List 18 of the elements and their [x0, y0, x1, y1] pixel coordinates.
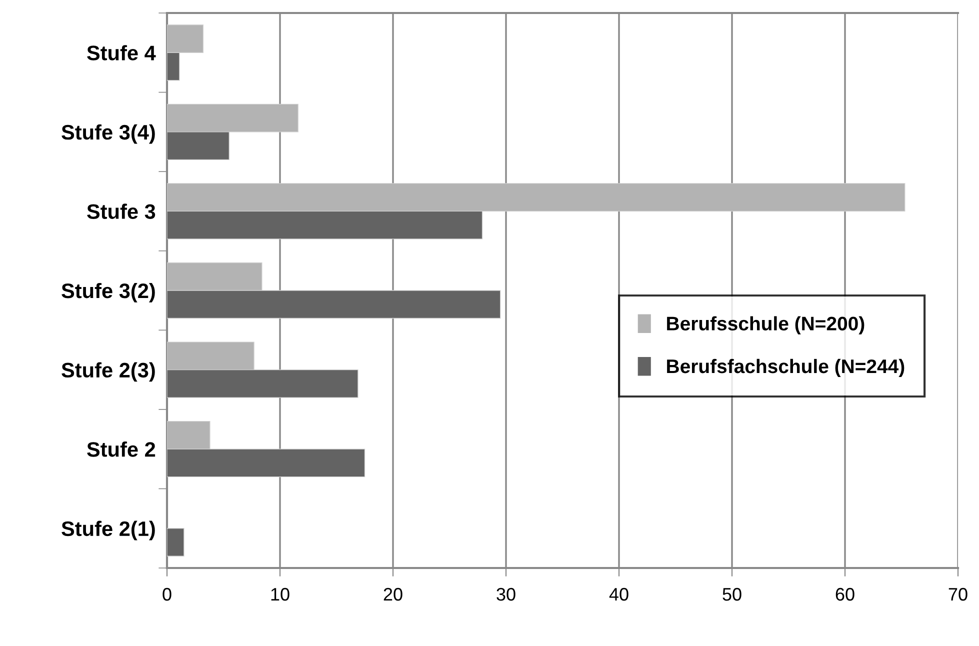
x-tick-label: 0	[162, 588, 172, 601]
legend-label: Berufsfachschule (N=244)	[667, 358, 904, 378]
y-tick-label: Stufe 2	[87, 442, 156, 457]
x-tick-label: 60	[836, 588, 854, 601]
y-tick-label: Stufe 3(2)	[62, 282, 155, 302]
legend-label: Berufsschule (N=200)	[667, 316, 864, 334]
y-tick-label: Stufe 2(3)	[62, 362, 155, 382]
y-tick-label: Stufe 4	[87, 45, 156, 60]
x-tick-label: 20	[384, 588, 402, 601]
x-tick-label: 40	[609, 588, 628, 601]
x-tick-label: 30	[496, 588, 516, 601]
bar	[167, 528, 184, 556]
x-tick-label: 50	[722, 588, 742, 601]
x-tick-label: 70	[948, 588, 968, 601]
y-tick-label: Stufe 3	[87, 204, 156, 219]
x-tick-label: 10	[271, 588, 290, 601]
y-tick-label: Stufe 3(4)	[62, 124, 155, 144]
y-tick-label: Stufe 2(1)	[62, 520, 155, 540]
